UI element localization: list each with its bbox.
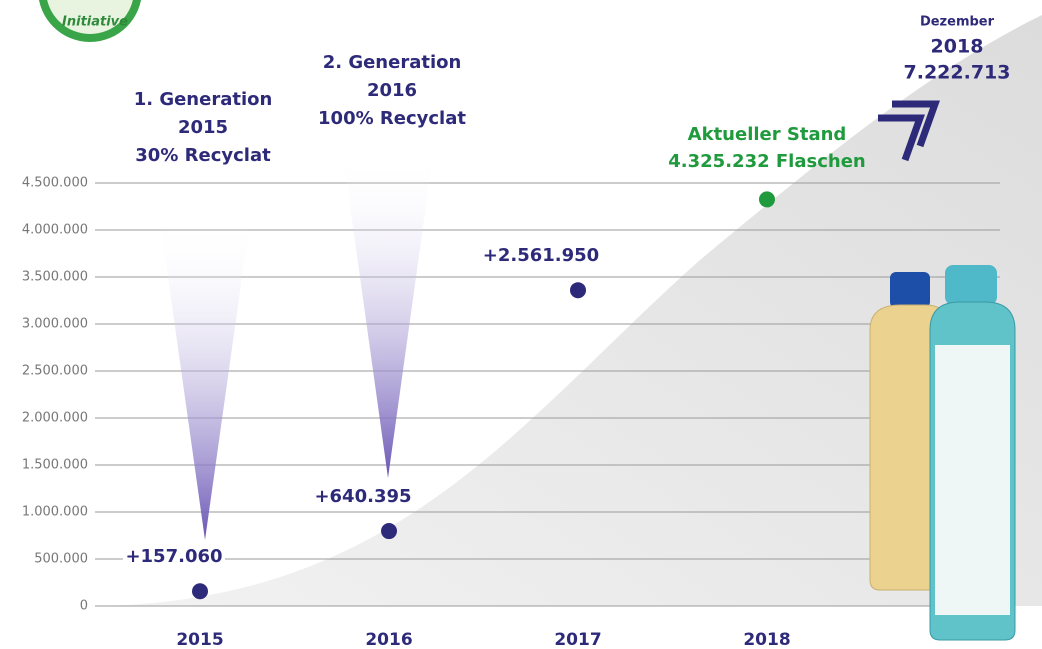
logo: Initiative	[38, 0, 142, 42]
current-dot	[759, 191, 775, 208]
generation-text: 2. Generation	[323, 52, 462, 73]
target-year: 2018	[931, 36, 984, 58]
logo-text: Initiative	[62, 15, 128, 30]
x-tick-label: 2017	[554, 630, 601, 649]
label-box	[123, 543, 225, 572]
y-tick-label: 3.000.000	[22, 317, 88, 332]
dot	[570, 282, 586, 299]
data-label: +157.060	[125, 546, 222, 567]
generation-text: 2016	[367, 80, 417, 101]
generation-text: 100% Recyclat	[318, 108, 466, 129]
target-value: 7.222.713	[904, 62, 1011, 84]
generation-text: 30% Recyclat	[135, 145, 271, 166]
y-tick-label: 3.500.000	[22, 270, 88, 285]
dot	[381, 523, 397, 540]
arrow	[878, 100, 940, 162]
dot	[192, 583, 208, 600]
x-tick-label: 2016	[365, 630, 412, 649]
background-area	[100, 15, 1042, 606]
funnel	[343, 155, 433, 478]
y-tick-label: 1.000.000	[22, 505, 88, 520]
y-tick-label: 4.500.000	[22, 176, 88, 191]
x-tick-label: 2018	[743, 630, 790, 649]
y-tick-label: 2.500.000	[22, 364, 88, 379]
generation-text: 2015	[178, 117, 228, 138]
data-label: +2.561.950	[483, 245, 599, 266]
bottles	[869, 265, 1016, 641]
label-box	[479, 242, 603, 271]
x-tick-label: 2015	[176, 630, 223, 649]
data-label: +640.395	[314, 486, 411, 507]
y-tick-label: 500.000	[34, 552, 88, 567]
y-tick-label: 4.000.000	[22, 223, 88, 238]
current-value: 4.325.232 Flaschen	[668, 151, 865, 172]
label-box	[312, 483, 414, 512]
y-tick-label: 0	[80, 599, 88, 614]
funnel	[160, 220, 250, 540]
y-tick-label: 1.500.000	[22, 458, 88, 473]
target-month: Dezember	[920, 15, 995, 30]
y-tick-label: 2.000.000	[22, 411, 88, 426]
current-label: Aktueller Stand	[688, 124, 847, 145]
generation-text: 1. Generation	[134, 89, 273, 110]
